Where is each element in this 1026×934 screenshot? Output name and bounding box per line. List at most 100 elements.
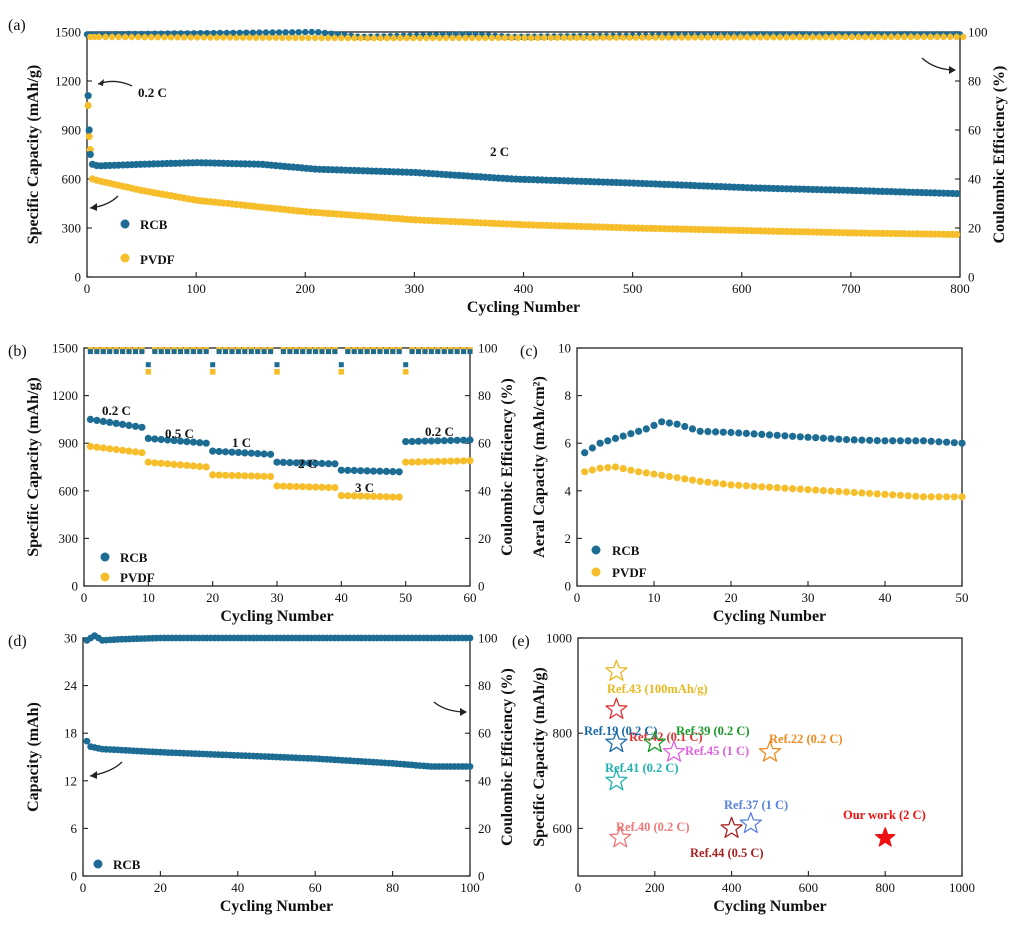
- legend-marker-pvdf: [120, 253, 130, 263]
- rcb-ce-point: [171, 349, 177, 355]
- rcb-ce-point: [158, 349, 164, 355]
- rcb-ce-point: [126, 349, 132, 355]
- pvdf-capacity-point: [912, 492, 920, 500]
- x-tick-label: 20: [154, 880, 167, 895]
- rcb-capacity-point: [414, 437, 423, 445]
- y2-axis-title: Coulombic Efficiency (%): [991, 66, 1008, 244]
- pvdf-capacity-point: [642, 469, 650, 477]
- pvdf-capacity-point: [234, 472, 242, 480]
- pvdf-capacity-point: [712, 479, 720, 487]
- pvdf-ce-point: [875, 33, 882, 41]
- pvdf-capacity-point: [804, 486, 812, 494]
- rcb-capacity-point: [604, 437, 612, 445]
- rcb-ce-point: [293, 349, 299, 355]
- rcb-capacity-point: [382, 467, 390, 475]
- rcb-ce-point: [184, 349, 190, 355]
- rcb-capacity-point: [665, 419, 674, 427]
- rcb-capacity-point: [750, 430, 758, 438]
- pvdf-ce-point: [842, 33, 849, 41]
- x-tick-label: 60: [464, 590, 477, 605]
- rcb-ce-point: [409, 349, 415, 355]
- pvdf-ce-point: [901, 33, 908, 41]
- pvdf-ce-point: [600, 34, 607, 41]
- pvdf-capacity-point: [427, 458, 435, 466]
- rcb-ce-point: [113, 349, 119, 355]
- pvdf-ce-point: [167, 34, 175, 41]
- rcb-ce-point: [210, 362, 216, 368]
- rcb-capacity-point: [611, 434, 620, 442]
- pvdf-capacity-point: [286, 482, 294, 490]
- pvdf-ce-point: [344, 34, 351, 42]
- rcb-capacity-point: [279, 458, 287, 466]
- rate-annotation: 0.2 C: [138, 85, 167, 100]
- rate-label: 3 C: [355, 480, 374, 495]
- rcb-ce-point: [190, 349, 196, 355]
- pvdf-capacity-point: [596, 464, 604, 472]
- pvdf-capacity-point: [842, 488, 851, 496]
- y2-tick-label: 40: [968, 172, 981, 187]
- rcb-capacity-point: [189, 438, 197, 446]
- rcb-capacity-point: [170, 437, 178, 445]
- y2-tick-label: 20: [478, 821, 491, 836]
- reference-star: [605, 697, 628, 719]
- pvdf-ce-point: [848, 33, 856, 41]
- pvdf-ce-point: [652, 34, 659, 41]
- y-axis-title: Specific Capacity (mAh/g): [25, 377, 42, 557]
- x-axis-title: Cycling Number: [467, 299, 580, 316]
- rcb-ce-point: [300, 349, 306, 355]
- plot-frame: [86, 31, 961, 278]
- rcb-capacity-point: [842, 436, 851, 444]
- pvdf-capacity-point: [389, 493, 397, 501]
- rcb-capacity-point: [440, 437, 448, 445]
- pvdf-capacity-point: [260, 472, 268, 480]
- pvdf-ce-point: [174, 34, 181, 41]
- y-tick-label: 1200: [52, 388, 78, 403]
- y-tick-label: 800: [553, 726, 573, 741]
- y-tick-label: 0: [72, 579, 79, 594]
- rcb-capacity-point: [421, 437, 429, 445]
- rcb-capacity-point: [704, 428, 712, 436]
- rcb-capacity-point: [466, 763, 474, 770]
- rate-annotation: 2 C: [490, 144, 509, 159]
- pvdf-ce-point: [672, 34, 679, 41]
- y-tick-label: 0: [75, 270, 82, 285]
- pvdf-capacity-point: [943, 493, 951, 501]
- rcb-ce-point: [120, 349, 126, 355]
- pvdf-capacity-point: [267, 472, 275, 481]
- pvdf-ce-point: [927, 33, 934, 41]
- rcb-ce-point: [396, 349, 402, 355]
- rcb-ce-point: [145, 362, 151, 368]
- rate-label: 1 C: [232, 435, 251, 450]
- rcb-capacity-point: [781, 432, 789, 440]
- pvdf-capacity-point: [781, 484, 789, 492]
- rcb-capacity-point: [99, 417, 107, 425]
- pvdf-ce-point: [783, 34, 790, 41]
- rcb-capacity-point: [241, 449, 249, 457]
- x-axis-title: Cycling Number: [220, 608, 333, 625]
- rcb-capacity-point: [758, 430, 766, 438]
- pvdf-capacity-point: [125, 447, 133, 455]
- rate-label: 0.2 C: [102, 403, 131, 418]
- pvdf-ce-point: [135, 33, 142, 41]
- rcb-capacity-point: [157, 435, 165, 444]
- pvdf-capacity-point: [796, 485, 804, 493]
- pvdf-capacity-point: [953, 230, 961, 239]
- y2-tick-label: 40: [478, 483, 491, 498]
- rcb-capacity-point: [835, 435, 843, 443]
- pvdf-ce-point: [737, 34, 744, 41]
- rcb-capacity-point: [260, 450, 268, 458]
- rcb-capacity-point: [286, 459, 294, 467]
- pvdf-capacity-point: [99, 444, 107, 452]
- pvdf-ce-point: [252, 34, 260, 41]
- pvdf-capacity-point: [735, 481, 743, 489]
- pvdf-ce-point: [279, 34, 286, 41]
- pvdf-ce-point: [554, 34, 561, 41]
- rcb-ce-point: [216, 29, 224, 37]
- rcb-ce-point: [229, 349, 235, 355]
- y2-tick-label: 80: [478, 678, 491, 693]
- annotation-arrowhead: [90, 203, 97, 211]
- y-tick-label: 12: [64, 773, 77, 788]
- pvdf-capacity-point: [324, 483, 333, 492]
- pvdf-ce-point: [233, 34, 240, 41]
- y2-tick-label: 60: [478, 436, 491, 451]
